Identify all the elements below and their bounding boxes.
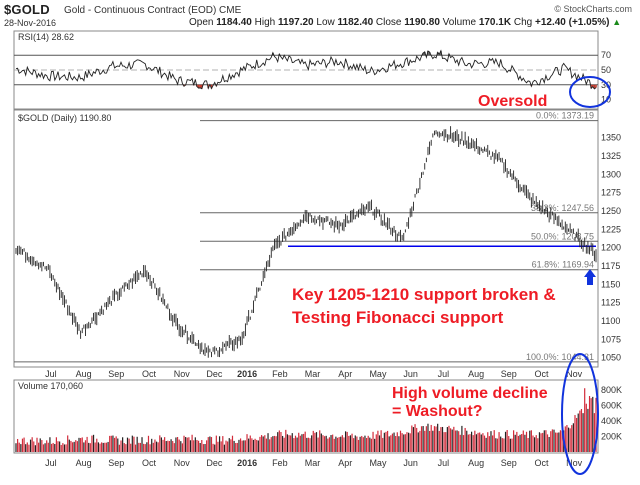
rsi-pane-label: RSI(14) 28.62 bbox=[18, 32, 74, 42]
price-tick-label: 1150 bbox=[601, 279, 620, 289]
price-x-tick-label: Aug bbox=[468, 369, 484, 379]
price-x-tick-label: Sep bbox=[108, 369, 124, 379]
volume-x-tick-label: Jul bbox=[438, 458, 450, 468]
price-tick-label: 1225 bbox=[601, 224, 621, 234]
price-pane-label: $GOLD (Daily) 1190.80 bbox=[18, 113, 111, 123]
rsi-tick-label: 30 bbox=[601, 80, 611, 90]
volume-highlight-ellipse bbox=[561, 353, 599, 475]
volume-tick-label: 400K bbox=[601, 416, 622, 426]
price-x-tick-label: Jul bbox=[45, 369, 57, 379]
stockcharts-logo: © StockCharts.com bbox=[554, 4, 632, 14]
price-x-tick-label: 2016 bbox=[237, 369, 257, 379]
rsi-tick-label: 50 bbox=[601, 65, 611, 75]
annotation-washout: = Washout? bbox=[392, 403, 483, 420]
volume-x-tick-label: Feb bbox=[272, 458, 288, 468]
price-x-tick-label: Aug bbox=[76, 369, 92, 379]
volume-value: 170.1K bbox=[478, 17, 512, 28]
volume-x-tick-label: Jun bbox=[403, 458, 418, 468]
volume-label: Volume bbox=[442, 17, 477, 28]
volume-x-tick-label: 2016 bbox=[237, 458, 257, 468]
price-tick-label: 1325 bbox=[601, 151, 621, 161]
volume-x-tick-label: Sep bbox=[501, 458, 517, 468]
oversold-highlight-circle bbox=[569, 76, 611, 108]
chart-instrument-name: Gold - Continuous Contract (EOD) CME bbox=[64, 5, 242, 16]
volume-x-tick-label: Oct bbox=[534, 458, 549, 468]
price-ohlc-bars bbox=[15, 126, 597, 358]
ohlc-readout: Open 1184.40 High 1197.20 Low 1182.40 Cl… bbox=[189, 17, 621, 28]
price-tick-label: 1275 bbox=[601, 188, 621, 198]
price-pane-frame bbox=[13, 109, 599, 368]
price-x-tick-label: Oct bbox=[142, 369, 157, 379]
volume-axis-ticks: 800K 600K 400K 200K bbox=[601, 385, 622, 442]
volume-bars bbox=[15, 388, 597, 452]
volume-x-tick-label: Apr bbox=[338, 458, 352, 468]
close-label: Close bbox=[375, 17, 402, 28]
volume-x-tick-label: Mar bbox=[305, 458, 321, 468]
price-x-tick-label: Jul bbox=[438, 369, 450, 379]
price-tick-label: 1125 bbox=[601, 298, 620, 308]
volume-x-tick-label: Aug bbox=[468, 458, 484, 468]
price-tick-label: 1175 bbox=[601, 261, 620, 271]
chart-symbol: $GOLD bbox=[4, 2, 50, 17]
volume-x-tick-label: Jul bbox=[45, 458, 57, 468]
low-value: 1182.40 bbox=[337, 17, 374, 28]
price-x-tick-label: Jun bbox=[403, 369, 418, 379]
volume-x-tick-label: Nov bbox=[566, 458, 583, 468]
volume-tick-label: 800K bbox=[601, 385, 622, 395]
price-x-tick-label: Mar bbox=[305, 369, 321, 379]
price-x-tick-label: May bbox=[369, 369, 387, 379]
price-x-tick-label: Apr bbox=[338, 369, 352, 379]
annotation-high-volume: High volume decline bbox=[392, 385, 548, 402]
price-tick-label: 1050 bbox=[601, 353, 621, 363]
volume-x-tick-label: Nov bbox=[174, 458, 191, 468]
price-tick-label: 1350 bbox=[601, 133, 621, 143]
fibonacci-label: 38.2%: 1247.56 bbox=[531, 203, 594, 213]
chg-up-arrow-icon: ▲ bbox=[612, 17, 622, 27]
price-tick-label: 1075 bbox=[601, 334, 621, 344]
volume-x-tick-label: Aug bbox=[76, 458, 92, 468]
up-arrow-icon bbox=[584, 269, 596, 285]
volume-tick-label: 200K bbox=[601, 431, 622, 441]
price-x-tick-label: Dec bbox=[206, 369, 223, 379]
open-label: Open bbox=[189, 17, 214, 28]
price-tick-label: 1200 bbox=[601, 243, 621, 253]
price-tick-label: 1100 bbox=[601, 316, 620, 326]
fibonacci-label: 50.0%: 1208.75 bbox=[531, 231, 594, 241]
close-value: 1190.80 bbox=[404, 17, 440, 28]
volume-x-tick-label: Dec bbox=[206, 458, 223, 468]
chg-label: Chg bbox=[513, 17, 533, 28]
price-tick-label: 1300 bbox=[601, 169, 621, 179]
chart-date: 28-Nov-2016 bbox=[4, 18, 57, 28]
volume-pane-label: Volume 170,060 bbox=[18, 381, 83, 391]
rsi-tick-label: 70 bbox=[601, 50, 611, 60]
price-x-tick-label: Feb bbox=[272, 369, 288, 379]
fibonacci-label: 61.8%: 1169.94 bbox=[532, 260, 594, 270]
price-x-tick-label: Oct bbox=[534, 369, 549, 379]
price-x-axis-ticks: Jul Aug Sep Oct Nov Dec 2016 Feb Mar Apr May Jun Jul… bbox=[45, 369, 583, 379]
low-label: Low bbox=[316, 17, 335, 28]
price-x-tick-label: Sep bbox=[501, 369, 517, 379]
volume-x-tick-label: May bbox=[369, 458, 387, 468]
volume-x-tick-label: Oct bbox=[142, 458, 157, 468]
fibonacci-label: 0.0%: 1373.19 bbox=[536, 111, 594, 121]
annotation-support-broken: Key 1205-1210 support broken & bbox=[292, 285, 556, 304]
high-label: High bbox=[254, 17, 276, 28]
open-value: 1184.40 bbox=[216, 17, 252, 28]
rsi-reference-lines bbox=[14, 54, 598, 86]
volume-x-axis-ticks: Jul Aug Sep Oct Nov Dec 2016 Feb Mar Apr May Jun Jul… bbox=[45, 458, 583, 468]
rsi-line bbox=[15, 49, 597, 90]
price-x-tick-label: Nov bbox=[174, 369, 191, 379]
price-x-tick-label: Nov bbox=[566, 369, 583, 379]
annotation-testing-fib: Testing Fibonacci support bbox=[292, 308, 504, 327]
annotation-oversold: Oversold bbox=[478, 93, 547, 110]
price-tick-label: 1250 bbox=[601, 206, 621, 216]
volume-tick-label: 600K bbox=[601, 400, 622, 410]
high-value: 1197.20 bbox=[278, 17, 314, 28]
price-axis-ticks: 1350 1325 1300 1275 1250 1225 1200 1175 1150 1125… bbox=[601, 133, 621, 363]
volume-x-tick-label: Sep bbox=[108, 458, 124, 468]
chg-value: +12.40 (+1.05%) bbox=[534, 17, 610, 28]
fibonacci-label: 100.0%: 1044.31 bbox=[526, 352, 594, 362]
